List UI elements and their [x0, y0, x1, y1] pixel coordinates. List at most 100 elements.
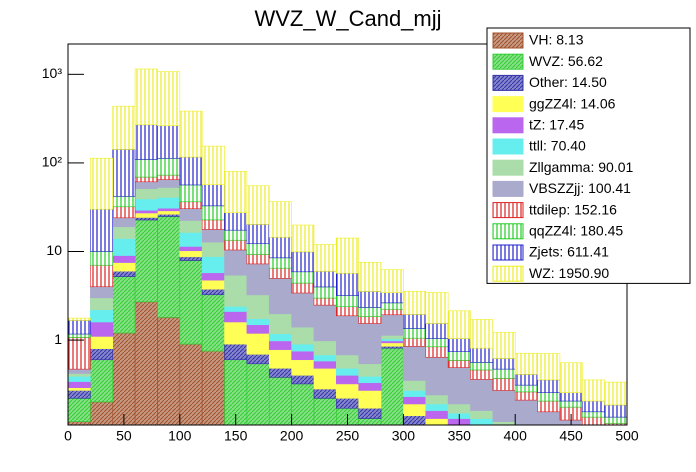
bar-segment: [179, 260, 203, 345]
bar-segment: [67, 376, 91, 382]
bar-segment: [447, 403, 471, 414]
legend-label: tZ: 17.45: [529, 117, 584, 133]
bar-segment: [112, 149, 136, 197]
legend-swatch: [492, 244, 524, 261]
bar-segment: [313, 270, 337, 288]
bar-segment: [67, 381, 91, 389]
x-tick-label: 100: [168, 428, 192, 444]
bar-segment: [246, 254, 270, 265]
bar-segment: [268, 236, 292, 259]
bar-segment: [492, 368, 516, 379]
bar-segment: [380, 302, 404, 310]
bar-segment: [336, 295, 359, 308]
bar-segment: [268, 257, 292, 269]
bar-segment: [492, 332, 516, 359]
bar-segment: [425, 292, 449, 324]
bar-segment: [90, 208, 114, 252]
bar-segment: [67, 333, 91, 338]
bar-segment: [112, 262, 136, 272]
bar-segment: [403, 415, 427, 426]
bar-segment: [291, 383, 315, 426]
bar-segment: [425, 403, 449, 411]
bar-segment: [224, 249, 248, 276]
bar-segment: [201, 272, 225, 281]
bar-segment: [67, 421, 91, 426]
bar-segment: [179, 201, 203, 210]
bar-segment: [403, 380, 427, 391]
bar-segment: [157, 317, 181, 426]
bar-segment: [224, 171, 248, 214]
bar-segment: [336, 383, 359, 399]
bar-segment: [358, 407, 382, 419]
bar-segment: [268, 333, 292, 342]
bar-segment: [313, 398, 337, 426]
legend-swatch: [492, 202, 524, 219]
bar-segment: [336, 315, 359, 356]
y-tick-label: 10³: [42, 65, 63, 81]
legend-swatch: [492, 32, 524, 49]
bar-segment: [514, 391, 538, 401]
x-tick-label: 300: [392, 428, 416, 444]
bar-segment: [514, 374, 538, 386]
bar-segment: [67, 390, 91, 399]
bar-segment: [224, 343, 248, 361]
bar-segment: [559, 400, 583, 408]
bar-segment: [134, 124, 158, 160]
bar-segment: [179, 256, 203, 261]
x-tick-label: 50: [116, 428, 132, 444]
legend-swatch: [492, 117, 524, 134]
bar-segment: [291, 292, 315, 328]
bar-segment: [336, 306, 359, 317]
bar-segment: [358, 418, 382, 426]
bar-segment: [313, 354, 337, 362]
bar-segment: [425, 356, 449, 396]
bar-segment: [134, 301, 158, 426]
bar-segment: [492, 378, 516, 391]
x-tick-label: 400: [504, 428, 528, 444]
bar-segment: [157, 125, 181, 159]
bar-segment: [90, 336, 114, 349]
bar-segment: [224, 274, 248, 307]
x-tick-label: 450: [559, 428, 583, 444]
bar-segment: [67, 317, 91, 321]
bar-segment: [134, 176, 158, 183]
bar-segment: [246, 318, 270, 326]
bar-segment: [425, 323, 449, 339]
bar-segment: [67, 398, 91, 422]
bar-segment: [492, 358, 516, 370]
x-tick-label: 250: [336, 428, 360, 444]
bar-segment: [246, 185, 270, 225]
bar-segment: [313, 304, 337, 342]
bar-segment: [403, 396, 427, 405]
bar-segment: [157, 207, 181, 212]
bar-segment: [67, 320, 91, 335]
bar-segment: [581, 416, 605, 426]
bar-segment: [403, 328, 427, 339]
bar-segment: [403, 337, 427, 347]
bar-segment: [403, 314, 427, 329]
y-tick-label: 10: [46, 242, 62, 258]
bar-segment: [380, 335, 404, 340]
bar-segment: [112, 270, 136, 277]
bar-segment: [268, 313, 292, 335]
legend-swatch: [492, 223, 524, 240]
bar-segment: [67, 368, 91, 374]
bar-segment: [470, 379, 494, 411]
bar-segment: [134, 212, 158, 218]
bars: [67, 68, 628, 426]
bar-segment: [358, 262, 382, 292]
bar-segment: [291, 271, 315, 284]
bar-segment: [157, 179, 181, 188]
bar-segment: [246, 363, 270, 426]
bar-segment: [67, 373, 91, 377]
bar-segment: [224, 212, 248, 231]
bar-segment: [537, 353, 561, 381]
bar-segment: [246, 294, 270, 320]
bar-segment: [581, 411, 605, 418]
bar-segment: [201, 294, 225, 352]
legend-swatch: [492, 96, 524, 113]
bar-segment: [514, 352, 538, 375]
legend-label: ggZZ4l: 14.06: [529, 95, 616, 111]
bar-segment: [425, 394, 449, 405]
bar-segment: [559, 392, 583, 402]
